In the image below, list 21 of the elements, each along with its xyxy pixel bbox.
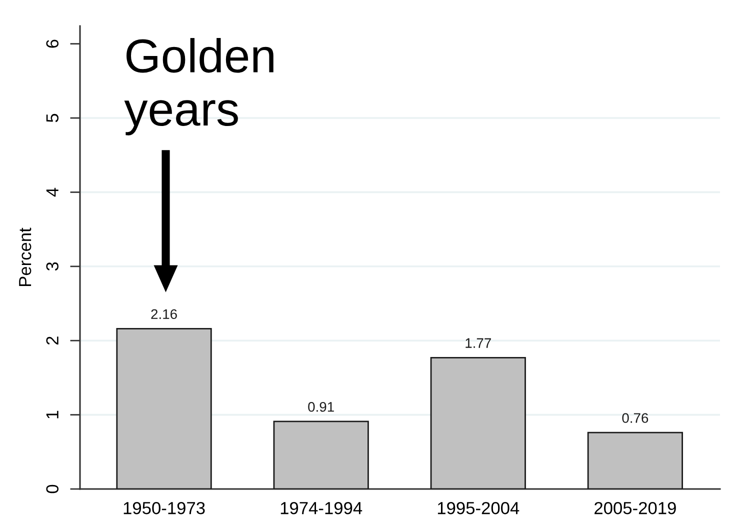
x-tick-label: 2005-2019 bbox=[594, 502, 676, 514]
y-tick-label: 5 bbox=[46, 114, 59, 122]
data-label: 1.77 bbox=[466, 338, 491, 348]
y-tick-label: 2 bbox=[46, 336, 58, 345]
bar bbox=[273, 420, 369, 489]
data-label: 0.76 bbox=[622, 413, 648, 423]
y-tick-label: 6 bbox=[46, 40, 59, 48]
y-tick-label: 1 bbox=[46, 410, 58, 418]
x-tick-label: 1995-2004 bbox=[438, 502, 520, 514]
y-axis-title: Percent bbox=[19, 228, 32, 286]
bar bbox=[116, 328, 212, 489]
data-label: 0.91 bbox=[308, 402, 334, 412]
bar bbox=[587, 432, 683, 489]
y-tick-label: 4 bbox=[46, 188, 58, 197]
annotation: Golden years bbox=[124, 38, 274, 136]
x-tick-label: 1974-1994 bbox=[280, 502, 362, 514]
y-tick-label: 0 bbox=[46, 484, 59, 494]
data-label: 2.16 bbox=[151, 309, 177, 320]
bar bbox=[430, 356, 526, 489]
y-tick-label: 3 bbox=[46, 262, 59, 271]
x-tick-label: 1950-1973 bbox=[124, 502, 205, 514]
